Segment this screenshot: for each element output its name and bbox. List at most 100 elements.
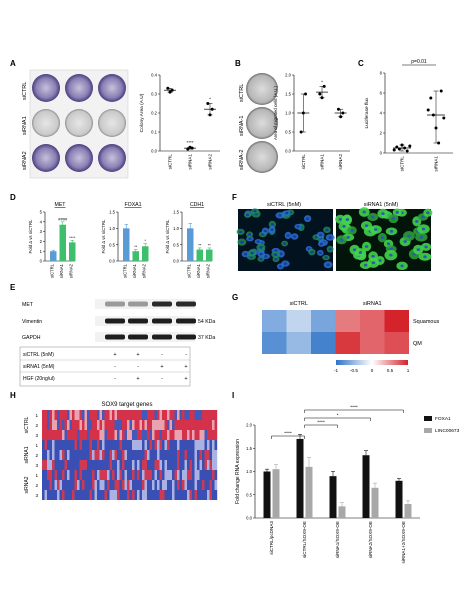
panel-h-cell — [154, 450, 158, 460]
panel-h-cell — [62, 410, 65, 420]
panel-h-cell — [127, 490, 130, 500]
panel-e-band — [128, 318, 148, 324]
panel-h-cell — [214, 420, 218, 430]
panel-h-rep-label: 2 — [35, 483, 38, 488]
panel-h-cell — [152, 470, 155, 480]
panel-h-cell — [47, 460, 50, 470]
panel-h-cell — [164, 440, 168, 450]
panel-b-point — [301, 111, 305, 115]
panel-f-nucleus — [371, 215, 375, 219]
panel-h-cell — [152, 440, 155, 450]
panel-h-cell — [169, 480, 173, 490]
panel-h-cell — [202, 490, 205, 500]
panel-c-point — [429, 96, 433, 100]
panel-h-cell — [197, 480, 200, 490]
panel-h-cell — [89, 410, 93, 420]
panel-f-nucleus — [342, 224, 346, 228]
panel-h-cell — [179, 420, 183, 430]
panel-e-condition-label: siCTRL (5nM) — [23, 352, 54, 358]
panel-h-cell — [112, 490, 115, 500]
panel-h-cell — [104, 450, 108, 460]
panel-h-cell — [124, 470, 128, 480]
panel-h-cell — [157, 440, 160, 450]
panel-h-cell — [84, 440, 88, 450]
panel-f-nucleus — [400, 264, 404, 268]
panel-g-colorbar-tick: -1 — [334, 368, 339, 373]
panel-h-cell — [89, 490, 93, 500]
panel-i-legend-label: LINC00673 — [435, 428, 460, 434]
panel-c-point — [405, 149, 409, 153]
panel-f-image-1 — [236, 208, 335, 271]
panel-h-cell — [164, 420, 168, 430]
panel-f-nucleus — [419, 235, 423, 239]
panel-c-y-label: Luciferase flux — [364, 97, 370, 129]
panel-h-cell — [149, 440, 153, 450]
panel-h-cell — [82, 420, 85, 430]
panel-h-cell — [197, 460, 200, 470]
panel-e-condition-value: - — [161, 376, 163, 382]
panel-h-cell — [97, 460, 100, 470]
panel-h-cell — [157, 490, 160, 500]
panel-h-cell — [74, 440, 78, 450]
panel-h-cell — [187, 450, 190, 460]
panel-h-cell — [117, 490, 120, 500]
panel-h-cell — [77, 480, 80, 490]
panel-h-cell — [114, 480, 118, 490]
panel-i-bar — [404, 504, 412, 518]
panel-a-y-tick-label: 0.3 — [151, 92, 157, 97]
panel-h-cell — [59, 490, 63, 500]
panel-h-cell — [127, 430, 130, 440]
panel-f-nucleus — [364, 224, 369, 227]
panel-c-y-tick-label: 2 — [380, 131, 383, 136]
panel-d-x-tick-label: siRNA2 — [141, 263, 146, 278]
panel-h-cell — [102, 420, 105, 430]
panel-h-cell — [94, 460, 98, 470]
panel-h-cell — [127, 440, 130, 450]
panel-d-significance: ** — [134, 244, 138, 249]
panel-h-cell — [119, 410, 123, 420]
panel-g-cell — [286, 310, 311, 332]
panel-i-legend-swatch — [424, 428, 432, 433]
panel-h-cell — [84, 430, 88, 440]
panel-h-cell — [162, 450, 165, 460]
plate-a-3-2 — [65, 144, 93, 172]
panel-h-cell — [79, 440, 83, 450]
panel-f-nucleus — [239, 230, 243, 234]
panel-h-cell — [94, 490, 98, 500]
panel-h-cell — [167, 470, 170, 480]
panel-h-cell — [137, 440, 140, 450]
panel-f-nucleus — [338, 217, 343, 221]
panel-h-cell — [137, 480, 140, 490]
panel-h-cell — [124, 490, 128, 500]
panel-h-cell — [42, 410, 45, 420]
panel-f-nucleus — [424, 245, 428, 249]
panel-h-cell — [127, 410, 130, 420]
panel-h-cell — [184, 460, 188, 470]
panel-h-cell — [59, 420, 63, 430]
panel-h-cell — [147, 490, 150, 500]
panel-h-cell — [119, 460, 123, 470]
panel-f-nucleus — [380, 236, 385, 240]
panel-h-cell — [139, 420, 143, 430]
panel-h-cell — [74, 420, 78, 430]
panel-e-condition-label: siRNA1 (5nM) — [23, 364, 55, 370]
panel-h-cell — [207, 480, 210, 490]
panel-h-cell — [184, 490, 188, 500]
panel-h-rep-label: 3 — [35, 493, 38, 498]
panel-h-cell — [179, 480, 183, 490]
panel-h-cell — [59, 480, 63, 490]
panel-h-cell — [109, 440, 113, 450]
panel-h-cell — [117, 470, 120, 480]
panel-h-cell — [112, 440, 115, 450]
panel-i-y-tick-label: 0.5 — [246, 492, 252, 497]
panel-d-title: MET — [55, 202, 67, 208]
panel-h-cell — [124, 430, 128, 440]
panel-a-point — [168, 90, 172, 94]
panel-h-rep-label: 2 — [35, 423, 38, 428]
panel-h-cell — [212, 470, 215, 480]
panel-h-cell — [189, 430, 193, 440]
panel-c-x-tick-label: siCTRL — [400, 156, 405, 172]
panel-i-significance: **** — [284, 431, 292, 437]
panel-h-cell — [157, 470, 160, 480]
panel-h-cell — [142, 470, 145, 480]
